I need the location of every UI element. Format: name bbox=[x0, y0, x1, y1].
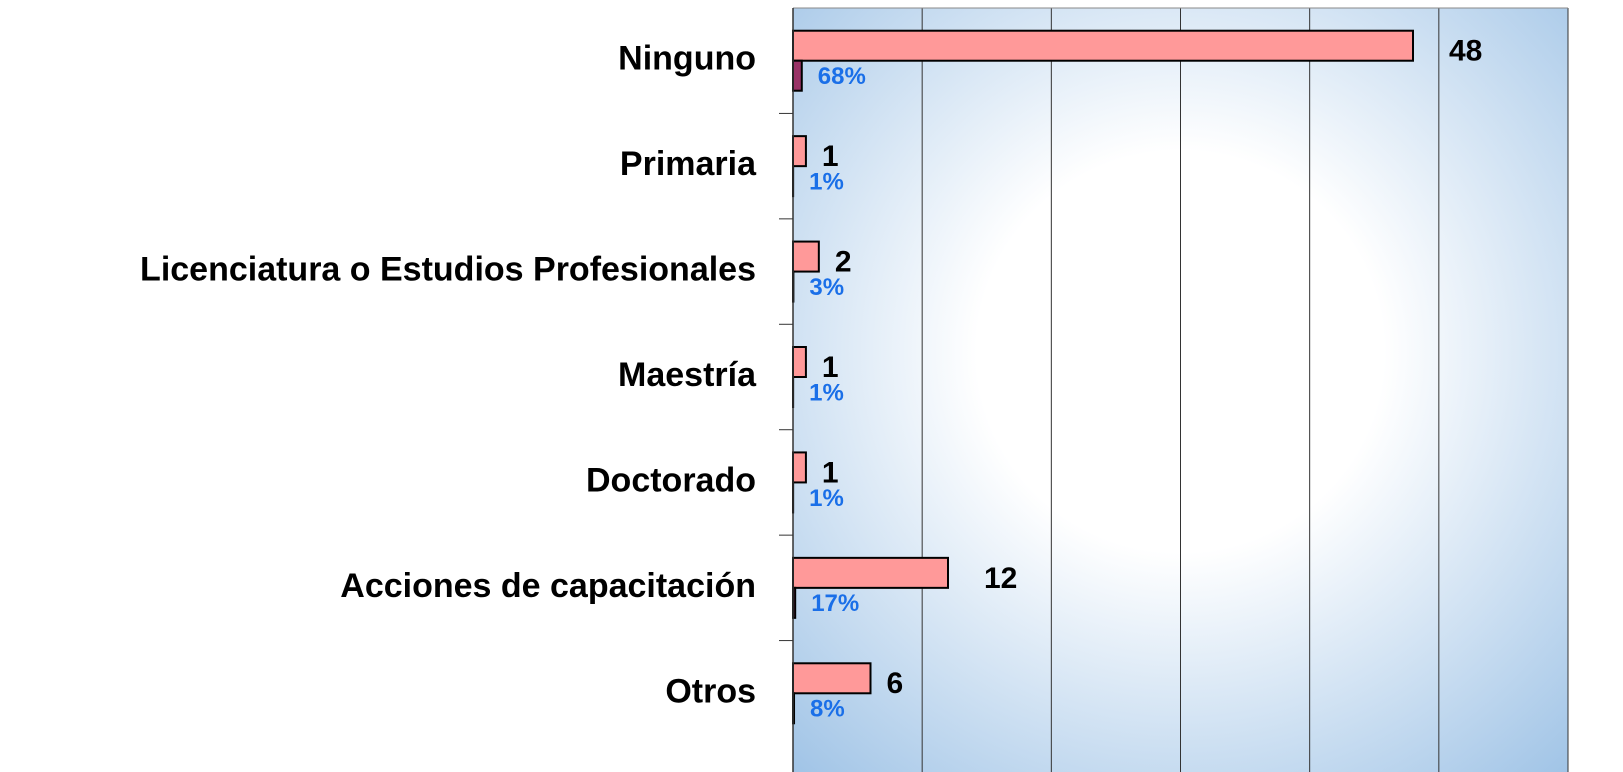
value-label: 1 bbox=[822, 140, 839, 173]
bar bbox=[792, 346, 807, 378]
category-label: Primaria bbox=[620, 145, 757, 183]
value-label: 17% bbox=[811, 590, 859, 617]
category-label: Licenciatura o Estudios Profesionales bbox=[140, 251, 756, 289]
value-label: 3% bbox=[809, 274, 844, 301]
value-label: 48 bbox=[1449, 35, 1482, 68]
category-label: Otros bbox=[665, 672, 756, 710]
bar bbox=[792, 556, 949, 589]
value-label: 1 bbox=[822, 351, 839, 384]
value-label: 1% bbox=[809, 168, 844, 195]
value-label: 1% bbox=[809, 485, 844, 512]
bar bbox=[792, 240, 820, 273]
category-label: Maestría bbox=[618, 356, 757, 394]
bar bbox=[792, 29, 1414, 62]
category-label: Acciones de capacitación bbox=[340, 567, 756, 605]
value-label: 68% bbox=[818, 63, 866, 90]
value-label: 12 bbox=[984, 562, 1017, 595]
value-label: 2 bbox=[835, 245, 852, 278]
value-label: 1% bbox=[809, 379, 844, 406]
bar bbox=[792, 135, 807, 168]
value-label: 1 bbox=[822, 456, 839, 489]
bar bbox=[792, 59, 803, 92]
category-label: Doctorado bbox=[586, 461, 756, 499]
bar bbox=[792, 662, 872, 695]
value-label: 6 bbox=[887, 667, 904, 700]
value-label: 8% bbox=[810, 696, 845, 723]
bar bbox=[792, 451, 807, 484]
category-label: Ninguno bbox=[618, 40, 756, 78]
